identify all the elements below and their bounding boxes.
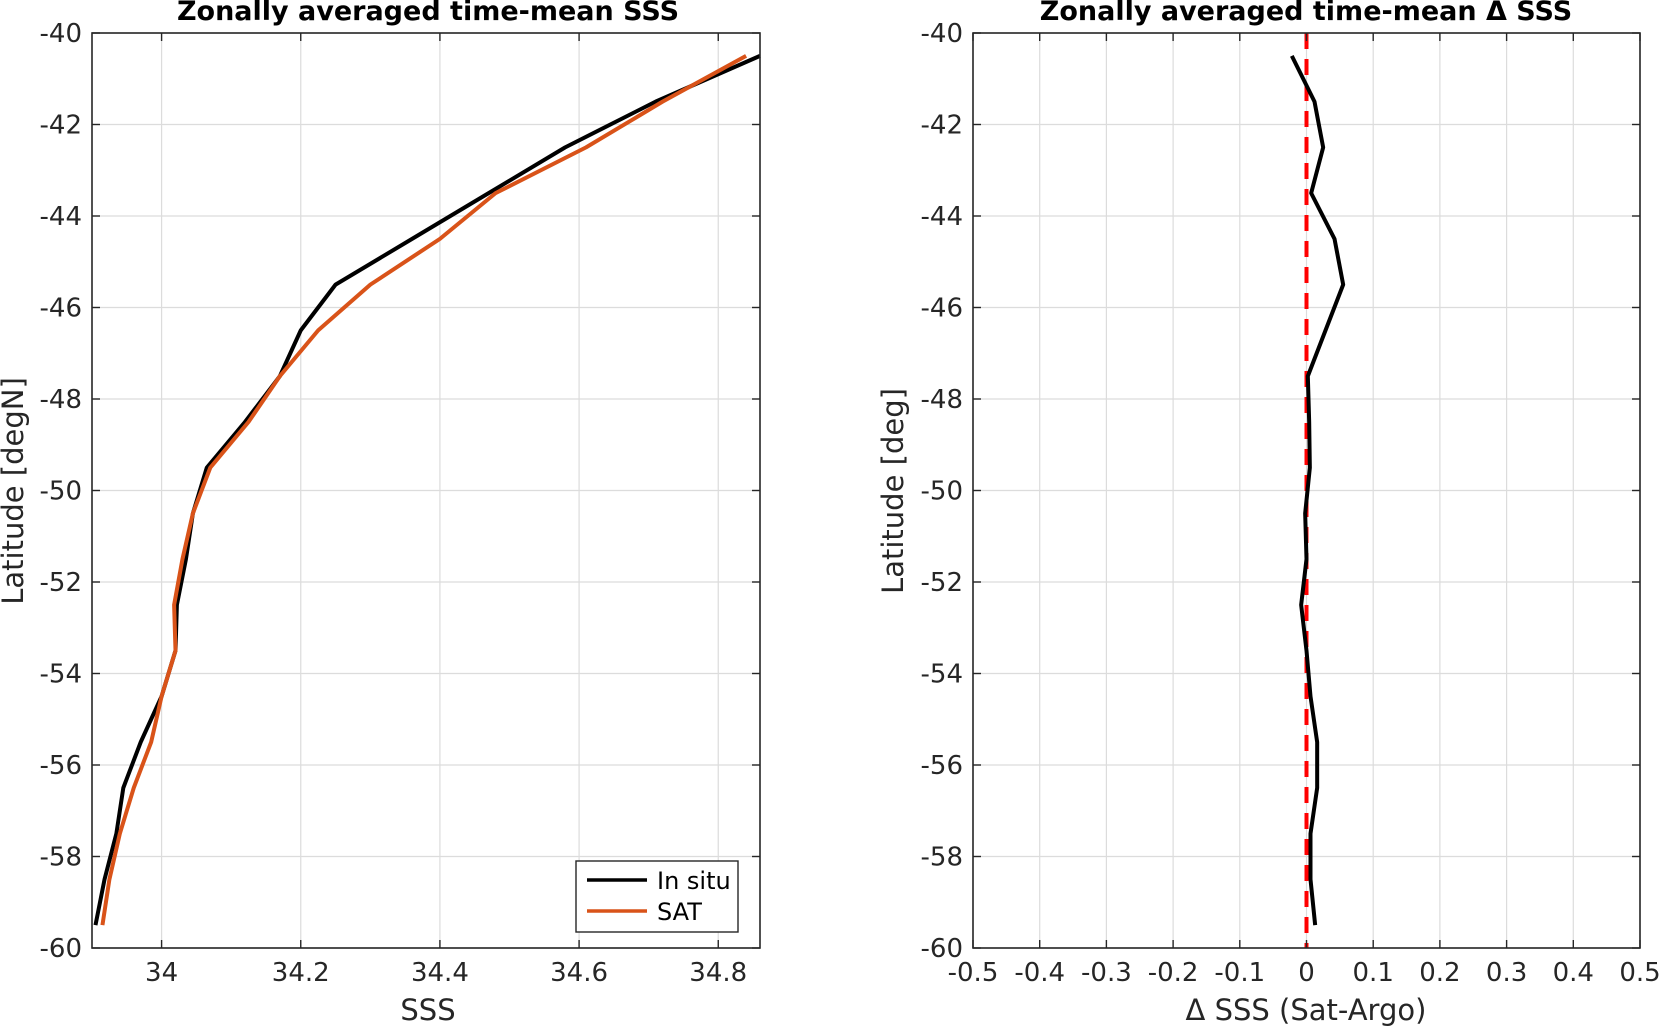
y-tick-label: -56 xyxy=(40,751,82,781)
y-tick-label: -60 xyxy=(40,934,82,964)
x-tick-label: -0.5 xyxy=(948,958,999,988)
sss-panel: Zonally averaged time-mean SSS 34 34.2 34.… xyxy=(0,0,761,1027)
x-tick-label: 34.2 xyxy=(272,958,330,988)
legend-box xyxy=(575,860,739,933)
sss-series-group xyxy=(93,54,761,926)
x-tick-label: 0.2 xyxy=(1419,958,1460,988)
x-tick-label: 0 xyxy=(1298,958,1315,988)
x-tick-label: 0.5 xyxy=(1619,958,1660,988)
delta-sss-panel-title: Zonally averaged time-mean Δ SSS xyxy=(1040,0,1572,27)
y-tick-label: -42 xyxy=(40,111,82,141)
y-tick-label: -54 xyxy=(40,660,82,690)
sss-grid xyxy=(92,32,760,949)
legend-label-sat: SAT xyxy=(657,898,702,926)
sss-y-axis-label: Latitude [degN] xyxy=(0,377,30,605)
y-tick-label: -44 xyxy=(40,202,82,232)
y-tick-label: -44 xyxy=(921,202,963,232)
delta-series-group xyxy=(1290,54,1346,926)
sss-legend: In situ SAT xyxy=(575,860,739,933)
delta-sss-panel: Zonally averaged time-mean Δ SSS -0.5 -0.… xyxy=(876,0,1661,1027)
sss-panel-title: Zonally averaged time-mean SSS xyxy=(177,0,679,27)
series-line-0 xyxy=(1290,54,1346,926)
x-tick-label: 34.8 xyxy=(689,958,747,988)
y-tick-label: -40 xyxy=(921,19,963,49)
y-tick-label: -56 xyxy=(921,751,963,781)
series-line-sat xyxy=(100,54,748,926)
y-tick-label: -42 xyxy=(921,111,963,141)
y-tick-label: -48 xyxy=(921,385,963,415)
sss-x-axis-label: SSS xyxy=(400,993,455,1027)
delta-y-axis-label: Latitude [deg] xyxy=(876,388,910,594)
y-tick-label: -52 xyxy=(40,568,82,598)
y-tick-label: -58 xyxy=(40,843,82,873)
x-tick-label: -0.1 xyxy=(1214,958,1265,988)
y-tick-label: -54 xyxy=(921,660,963,690)
delta-x-axis-label: Δ SSS (Sat-Argo) xyxy=(1186,993,1427,1027)
y-tick-label: -48 xyxy=(40,385,82,415)
x-tick-label: 0.3 xyxy=(1486,958,1527,988)
y-tick-label: -58 xyxy=(921,843,963,873)
x-tick-label: 34 xyxy=(145,958,178,988)
y-tick-label: -40 xyxy=(40,19,82,49)
x-tick-label: 0.1 xyxy=(1353,958,1394,988)
x-tick-label: -0.2 xyxy=(1148,958,1199,988)
legend-label-in-situ: In situ xyxy=(657,867,731,895)
y-tick-label: -52 xyxy=(921,568,963,598)
delta-ticks: -0.5 -0.4 -0.3 -0.2 -0.1 0 0.1 0.2 0.3 0.4 0.5 -40 -… xyxy=(921,19,1661,988)
x-tick-label: 0.4 xyxy=(1553,958,1594,988)
sss-ticks: 34 34.2 34.4 34.6 34.8 -40 -42 -44 -46 -48 -50 -52 -… xyxy=(40,19,760,988)
y-tick-label: -50 xyxy=(921,477,963,507)
x-tick-label: -0.4 xyxy=(1014,958,1065,988)
y-tick-label: -46 xyxy=(921,294,963,324)
x-tick-label: 34.4 xyxy=(411,958,469,988)
y-tick-label: -50 xyxy=(40,477,82,507)
x-tick-label: -0.3 xyxy=(1081,958,1132,988)
y-tick-label: -46 xyxy=(40,294,82,324)
y-tick-label: -60 xyxy=(921,934,963,964)
x-tick-label: 34.6 xyxy=(550,958,608,988)
